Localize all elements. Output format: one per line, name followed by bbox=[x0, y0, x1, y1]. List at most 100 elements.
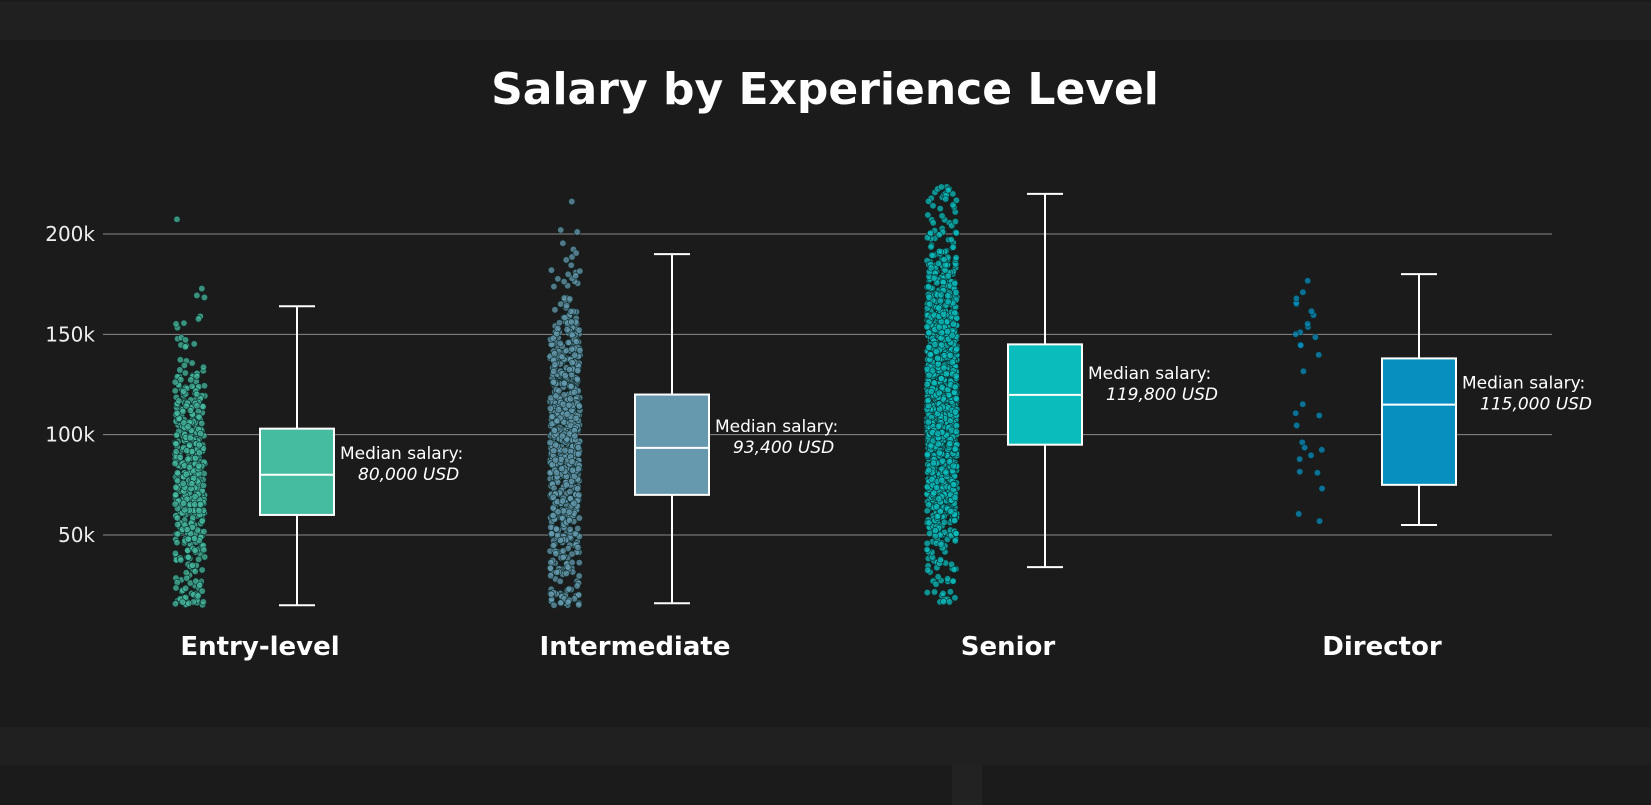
data-point bbox=[188, 359, 196, 367]
data-point bbox=[549, 511, 557, 519]
data-point bbox=[925, 371, 933, 379]
data-point bbox=[549, 493, 557, 501]
data-point bbox=[934, 430, 942, 438]
data-point bbox=[556, 339, 564, 347]
data-point bbox=[952, 530, 960, 538]
data-point bbox=[566, 525, 574, 533]
data-point bbox=[572, 249, 580, 257]
data-point bbox=[573, 375, 581, 383]
data-point bbox=[172, 431, 180, 439]
data-point bbox=[173, 469, 181, 477]
strip-points bbox=[171, 183, 1326, 609]
data-point bbox=[1318, 446, 1326, 454]
data-point bbox=[567, 307, 575, 315]
data-point bbox=[550, 601, 558, 609]
data-point bbox=[1316, 517, 1324, 525]
data-point bbox=[951, 445, 959, 453]
data-point bbox=[1299, 367, 1307, 375]
data-point bbox=[198, 566, 206, 574]
data-point bbox=[952, 196, 960, 204]
data-point bbox=[575, 402, 583, 410]
data-point bbox=[171, 549, 179, 557]
box-intermediate bbox=[634, 393, 710, 496]
data-point bbox=[550, 367, 558, 375]
data-point bbox=[938, 212, 946, 220]
data-point bbox=[937, 540, 945, 548]
data-point bbox=[925, 197, 933, 205]
y-tick-label: 200k bbox=[45, 222, 95, 246]
data-point bbox=[183, 526, 191, 534]
data-point bbox=[572, 338, 580, 346]
data-point bbox=[1296, 455, 1304, 463]
data-point bbox=[549, 541, 557, 549]
data-point bbox=[550, 447, 558, 455]
y-tick-label: 50k bbox=[58, 523, 95, 547]
data-point bbox=[934, 440, 942, 448]
data-point bbox=[925, 343, 933, 351]
chart-panel bbox=[0, 40, 1651, 727]
data-point bbox=[547, 590, 555, 598]
data-point bbox=[191, 493, 199, 501]
data-point bbox=[952, 288, 960, 296]
data-point bbox=[923, 589, 931, 597]
category-label: Entry-level bbox=[180, 632, 339, 662]
data-point bbox=[557, 536, 565, 544]
data-point bbox=[575, 491, 583, 499]
box-director bbox=[1381, 357, 1457, 486]
data-point bbox=[568, 458, 576, 466]
data-point bbox=[1315, 351, 1323, 359]
data-point bbox=[564, 563, 572, 571]
data-point bbox=[1304, 320, 1312, 328]
data-point bbox=[199, 363, 207, 371]
data-point bbox=[927, 442, 935, 450]
data-point bbox=[946, 351, 954, 359]
data-point bbox=[560, 379, 568, 387]
data-point bbox=[570, 499, 578, 507]
data-point bbox=[952, 422, 960, 430]
data-point bbox=[949, 577, 957, 585]
data-point bbox=[559, 553, 567, 561]
data-point bbox=[927, 388, 935, 396]
data-point bbox=[564, 598, 572, 606]
data-point bbox=[1304, 277, 1312, 285]
data-point bbox=[945, 598, 953, 606]
data-point bbox=[924, 211, 932, 219]
data-point bbox=[550, 350, 558, 358]
data-point bbox=[944, 292, 952, 300]
data-point bbox=[940, 518, 948, 526]
data-point bbox=[567, 318, 575, 326]
data-point bbox=[1295, 510, 1303, 518]
data-point bbox=[937, 556, 945, 564]
median-annotation-value: 115,000 USD bbox=[1480, 395, 1592, 415]
data-point bbox=[564, 339, 572, 347]
data-point bbox=[951, 309, 959, 317]
y-tick-label: 150k bbox=[45, 322, 95, 346]
data-point bbox=[546, 438, 554, 446]
data-point bbox=[567, 261, 575, 269]
data-point bbox=[181, 506, 189, 514]
data-point bbox=[195, 441, 203, 449]
data-point bbox=[552, 392, 560, 400]
data-point bbox=[946, 440, 954, 448]
data-point bbox=[187, 376, 195, 384]
data-point bbox=[933, 503, 941, 511]
data-point bbox=[576, 267, 584, 275]
median-annotation-value: 119,800 USD bbox=[1106, 385, 1218, 405]
data-point bbox=[1299, 400, 1307, 408]
data-point bbox=[930, 274, 938, 282]
data-point bbox=[938, 329, 946, 337]
data-point bbox=[932, 348, 940, 356]
data-point bbox=[932, 580, 940, 588]
data-point bbox=[567, 382, 575, 390]
data-point bbox=[563, 302, 571, 310]
data-point bbox=[952, 395, 960, 403]
data-point bbox=[951, 280, 959, 288]
data-point bbox=[175, 397, 183, 405]
data-point bbox=[938, 457, 946, 465]
data-point bbox=[951, 408, 959, 416]
data-point bbox=[1297, 341, 1305, 349]
data-point bbox=[572, 414, 580, 422]
data-point bbox=[200, 481, 208, 489]
data-point bbox=[550, 283, 558, 291]
data-point bbox=[556, 577, 564, 585]
